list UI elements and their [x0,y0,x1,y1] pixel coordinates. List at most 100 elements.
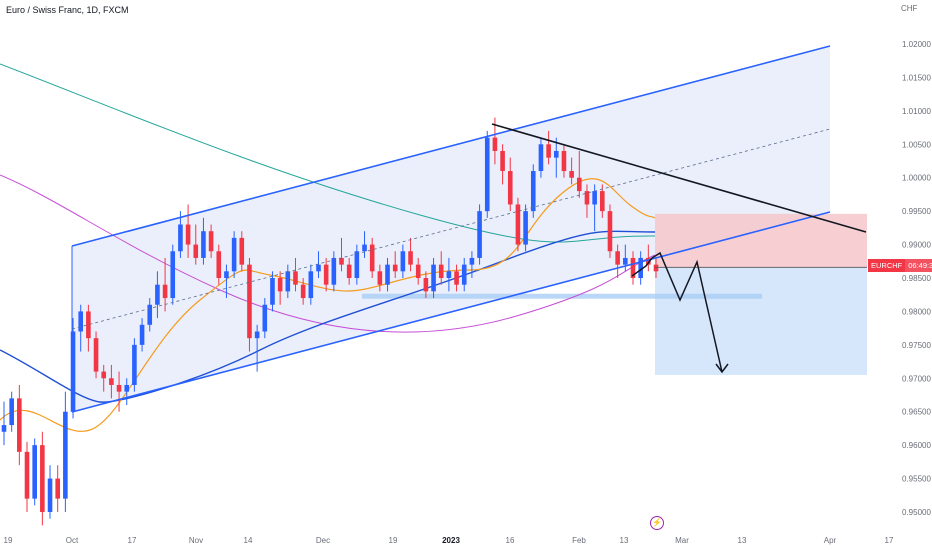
time-tick: 19 [4,536,13,545]
candle [300,278,306,305]
candle [285,264,291,299]
candle [277,271,283,305]
candle-body [500,150,505,172]
candle-body [431,264,436,292]
candle [70,318,76,419]
projection-arrowhead [715,363,729,374]
candle-body [492,137,498,151]
candle-body [293,271,298,285]
candle-body [32,445,37,499]
channel-lower-line [71,211,831,413]
time-tick: Oct [66,536,79,545]
candle-body [277,278,283,292]
candle-body [331,257,337,285]
candle [9,391,14,432]
channel-median-line [71,128,831,330]
chart-title: Euro / Swiss Franc, 1D, FXCM [6,5,129,15]
candle [615,244,620,278]
candle [354,244,360,285]
candle-body [55,478,60,499]
candle [109,364,114,399]
candle-body [569,171,574,178]
candle [469,251,475,278]
time-tick: 13 [738,536,747,545]
candle-body [323,264,329,285]
channel-upper-line [71,45,831,247]
price-tick: 0.95000 [902,508,931,517]
candle-body [346,264,352,278]
support-zone [362,293,762,299]
candle [561,144,567,178]
candle-body [477,211,482,258]
candle-body [484,137,490,212]
candle [208,224,214,258]
candle-body [623,257,628,265]
candle [32,438,37,506]
price-tick: 1.01500 [902,73,931,82]
candle-body [553,150,559,158]
ema-orange-line [0,178,656,432]
candle [101,364,107,392]
candle [86,304,91,352]
take-profit-zone [655,267,867,375]
candle-body [308,271,314,299]
candle-body [216,251,222,278]
candle-body [86,311,91,339]
candle-body [224,271,229,278]
candle [247,257,252,352]
candle [262,298,268,339]
price-tick: 1.00000 [902,174,931,183]
candle-body [515,204,521,245]
candle [331,251,337,292]
bar-countdown: 06:49:33 [905,259,932,272]
candle-body [17,398,22,452]
candle [377,264,383,292]
candle [124,378,130,406]
candle-body [147,304,153,325]
candle-body [63,411,68,499]
candle-body [155,284,160,305]
candle [224,264,229,299]
candle-body [653,264,659,272]
candle [446,257,452,292]
candle [78,304,84,352]
candle-body [561,150,567,172]
candle-body [507,171,513,205]
candle-body [362,244,367,252]
price-tick: 0.98000 [902,307,931,316]
candle [576,150,582,198]
candle [116,371,122,412]
candle [47,465,53,519]
descending-trend-line [491,123,867,233]
candle-body [170,251,176,299]
candle [339,237,344,272]
price-tick: 0.99000 [902,241,931,250]
candle [346,257,352,285]
candle-body [638,257,643,278]
candle [392,251,398,278]
candle [623,244,628,272]
candle [431,257,436,299]
candle [630,251,636,285]
candle [569,157,574,185]
ma-green-line [0,63,656,243]
lightning-icon[interactable]: ⚡ [650,516,664,530]
candle-body [185,224,191,245]
candle [201,217,206,265]
candle-body [385,264,390,285]
ma-purple-line [0,174,656,333]
candle-body [231,237,237,272]
currency-label: CHF [901,4,918,13]
candle [170,244,176,305]
candle-body [47,478,53,512]
candle-body [162,284,168,299]
candle [231,231,237,278]
candle [507,157,513,212]
candle-body [615,251,620,265]
candle [323,257,329,292]
candle-body [101,371,107,379]
candle-body [285,271,291,292]
candle [362,231,367,258]
candle [592,184,597,232]
